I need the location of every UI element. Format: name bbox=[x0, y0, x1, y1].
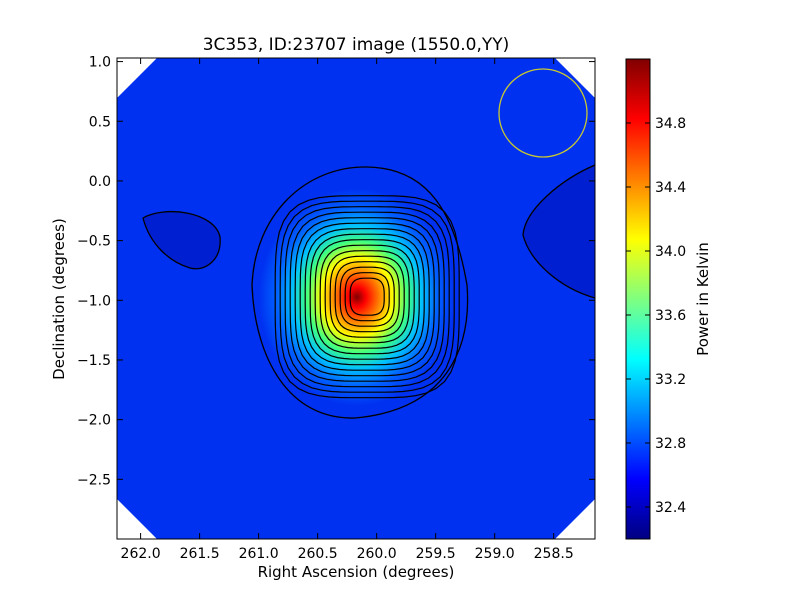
contour-line bbox=[324, 250, 410, 344]
contour-line bbox=[314, 239, 420, 355]
colorbar-tick-label: 33.2 bbox=[655, 372, 686, 388]
x-tick-label: 259.5 bbox=[416, 546, 456, 562]
contours bbox=[274, 195, 460, 399]
y-tick-label: 1.0 bbox=[89, 55, 111, 71]
y-axis: 1.0 0.5 0.0 −0.5 −1.0 −1.5 −2.0 −2.5 bbox=[77, 55, 595, 488]
contour-low-right bbox=[522, 164, 595, 299]
colorbar-tick-label: 34.8 bbox=[655, 116, 686, 132]
beam-circle bbox=[498, 68, 588, 158]
y-tick-label: 0.5 bbox=[89, 114, 111, 130]
colorbar-label: Power in Kelvin bbox=[694, 242, 712, 356]
x-tick-label: 262.0 bbox=[121, 546, 161, 562]
contour-line bbox=[304, 228, 430, 366]
colorbar bbox=[625, 58, 651, 540]
x-axis-label: Right Ascension (degrees) bbox=[258, 563, 455, 581]
contour-line bbox=[299, 222, 435, 371]
plot-frame bbox=[116, 57, 596, 540]
x-tick-label: 260.0 bbox=[357, 546, 397, 562]
contour-low-left bbox=[142, 211, 221, 270]
blank-corner-bottom-right bbox=[555, 499, 595, 539]
colorbar-axis: 32.4 32.8 33.2 33.6 34.0 34.4 34.8 bbox=[626, 116, 686, 516]
contour-line bbox=[294, 217, 440, 377]
colorbar-tick-label: 34.0 bbox=[655, 244, 686, 260]
y-tick-label: 0.0 bbox=[89, 174, 111, 190]
x-tick-label: 261.5 bbox=[180, 546, 220, 562]
x-axis: 262.0 261.5 261.0 260.5 260.0 259.5 259.0 258.5 bbox=[121, 58, 574, 562]
low-region-right bbox=[523, 165, 595, 298]
x-tick-label: 259.0 bbox=[475, 546, 515, 562]
contour-line bbox=[309, 233, 425, 360]
plot-area bbox=[117, 58, 595, 539]
y-tick-label: −2.5 bbox=[77, 472, 111, 488]
blank-corner-top-right bbox=[555, 58, 595, 98]
colorbar-tick-label: 34.4 bbox=[655, 180, 686, 196]
contour-outer bbox=[251, 166, 469, 419]
contour-line bbox=[339, 266, 395, 327]
y-tick-label: −1.5 bbox=[77, 353, 111, 369]
contour-line bbox=[284, 206, 450, 388]
y-tick-label: −1.0 bbox=[77, 293, 111, 309]
colorbar-tick-label: 32.4 bbox=[655, 500, 686, 516]
contour-line bbox=[329, 255, 405, 338]
chart-title: 3C353, ID:23707 image (1550.0,YY) bbox=[203, 35, 510, 55]
blank-corner-top-left bbox=[117, 58, 157, 98]
x-tick-label: 261.0 bbox=[239, 546, 279, 562]
y-tick-label: −2.0 bbox=[77, 413, 111, 429]
contour-line bbox=[334, 261, 400, 333]
contour-line bbox=[344, 272, 390, 322]
y-tick-label: −0.5 bbox=[77, 234, 111, 250]
colorbar-tick-label: 33.6 bbox=[655, 308, 686, 324]
low-region-left bbox=[143, 211, 221, 269]
contour-line bbox=[319, 244, 415, 349]
contour-line bbox=[279, 200, 455, 393]
blank-corner-bottom-left bbox=[117, 499, 157, 539]
contour-line bbox=[274, 195, 460, 399]
y-axis-label: Declination (degrees) bbox=[50, 218, 68, 380]
x-tick-label: 258.5 bbox=[534, 546, 574, 562]
contour-line bbox=[289, 211, 445, 382]
colorbar-tick-label: 32.8 bbox=[655, 436, 686, 452]
x-tick-label: 260.5 bbox=[298, 546, 338, 562]
contour-line bbox=[349, 277, 385, 316]
